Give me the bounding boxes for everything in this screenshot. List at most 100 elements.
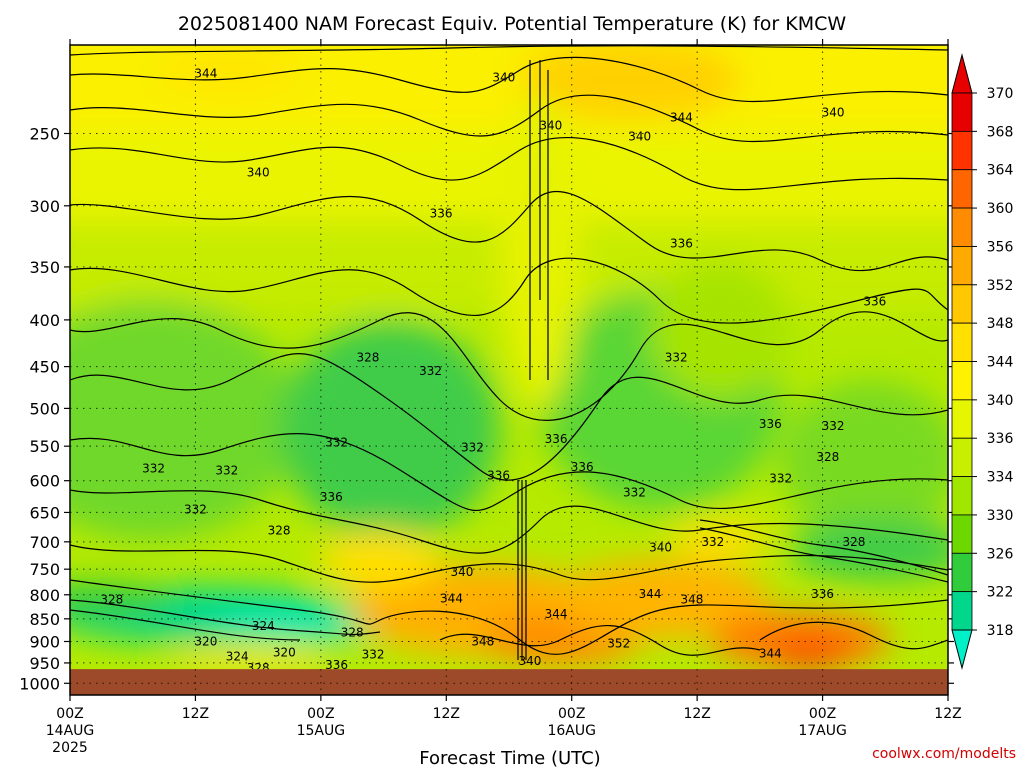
y-tick-label: 350 — [29, 258, 60, 277]
contour-label: 332 — [701, 535, 724, 549]
colorbar-swatch — [951, 552, 973, 593]
contour-lines — [70, 45, 948, 660]
y-tick-label: 550 — [29, 437, 60, 456]
colorbar-swatch — [951, 322, 973, 362]
contour-labels: 344 3403403443403403403363363363283323323… — [100, 67, 886, 675]
x-axis-title: Forecast Time (UTC) — [419, 748, 600, 768]
contour-label: 336 — [545, 432, 568, 446]
contour-label: 344 — [670, 110, 693, 124]
x-tick-label: 00Z — [558, 706, 585, 722]
colorbar-label: 330 — [987, 508, 1014, 524]
y-tick-label: 650 — [29, 503, 60, 522]
colorbar-swatch — [951, 130, 973, 171]
contour-label: 332 — [623, 485, 646, 499]
y-tick-label: 800 — [29, 586, 60, 605]
y-tick-label: 850 — [29, 610, 60, 629]
contour-label: 344 — [440, 592, 463, 606]
colorbar-top-arrow — [951, 53, 973, 94]
contour-label: 328 — [268, 523, 291, 537]
contour-label: 332 — [142, 462, 165, 476]
contour-label: 340 — [518, 654, 541, 668]
contour-label: 344 — [759, 647, 782, 661]
colorbar-swatch — [951, 399, 973, 439]
contour-label: 340 — [822, 105, 845, 119]
contour-label: 332 — [769, 472, 792, 486]
colorbar-swatch — [951, 169, 973, 209]
contour-label: 336 — [863, 295, 886, 309]
colorbar-label: 360 — [987, 201, 1014, 217]
contour-label: 332 — [215, 464, 238, 478]
contour-label: 328 — [816, 450, 839, 464]
contour-label: 332 — [419, 364, 442, 378]
y-tick-label: 400 — [29, 311, 60, 330]
contour-label: 348 — [680, 593, 703, 607]
credit-text: coolwx.com/modelts — [872, 746, 1016, 762]
x-tick-date-label: 15AUG — [297, 723, 346, 739]
x-tick-label: 00Z — [809, 706, 836, 722]
colorbar-label: 334 — [987, 470, 1014, 486]
contour-label: 336 — [325, 658, 348, 672]
contour-label: 344 — [194, 67, 217, 81]
contour-label: 336 — [487, 468, 510, 482]
colorbar-swatch — [951, 591, 973, 631]
contour-label: 332 — [461, 441, 484, 455]
colorbar-label: 352 — [987, 278, 1014, 294]
x-tick-label: 00Z — [307, 706, 334, 722]
colorbar-label: 322 — [987, 585, 1014, 601]
contour-label: 336 — [430, 207, 453, 221]
colorbar-label: 370 — [987, 86, 1014, 102]
contour-label: 320 — [194, 634, 217, 648]
x-tick-date-label: 16AUG — [547, 723, 596, 739]
y-tick-label: 300 — [29, 197, 60, 216]
colorbar-label: 368 — [987, 124, 1014, 140]
contour-label: 336 — [811, 587, 834, 601]
contour-label: 340 — [451, 565, 474, 579]
contour-label: 352 — [607, 637, 630, 651]
contour-label: 344 — [639, 587, 662, 601]
colorbar-bottom-arrow — [951, 629, 973, 670]
plot-frame — [69, 44, 949, 696]
y-tick-label: 950 — [29, 654, 60, 673]
y-tick-label: 450 — [29, 358, 60, 377]
colorbar-swatch — [951, 246, 973, 286]
colorbar-swatch — [951, 514, 973, 554]
colorbar-swatch — [951, 284, 973, 324]
colorbar-swatch — [951, 361, 973, 401]
colorbar-label: 364 — [987, 163, 1014, 179]
contour-label: 332 — [325, 436, 348, 450]
ground-layer — [70, 669, 948, 695]
colorbar-swatch — [951, 476, 973, 516]
contour-label: 336 — [759, 417, 782, 431]
colorbar-label: 348 — [987, 316, 1014, 332]
y-tick-label: 500 — [29, 399, 60, 418]
y-tick-label: 750 — [29, 560, 60, 579]
contour-label: 328 — [842, 535, 865, 549]
contour-label: 340 — [628, 130, 651, 144]
grid-lines — [70, 45, 948, 695]
y-tick-label: 600 — [29, 472, 60, 491]
colorbar-label: 356 — [987, 239, 1014, 255]
contour-label: 340 — [649, 540, 672, 554]
contour-label: 340 — [492, 70, 515, 84]
contour-label: 348 — [471, 634, 494, 648]
contour-label: 344 — [545, 607, 568, 621]
contour-label: 336 — [670, 237, 693, 251]
y-tick-label: 900 — [29, 632, 60, 651]
colorbar-label: 344 — [987, 355, 1014, 371]
chart-title: 2025081400 NAM Forecast Equiv. Potential… — [178, 13, 847, 35]
y-tick-label: 700 — [29, 533, 60, 552]
contour-label: 336 — [571, 460, 594, 474]
x-tick-label: 12Z — [683, 706, 710, 722]
x-tick-year-label: 2025 — [52, 740, 88, 756]
contour-label: 328 — [341, 626, 364, 640]
x-tick-label: 12Z — [433, 706, 460, 722]
y-tick-label: 1000 — [19, 674, 60, 693]
contour-label: 324 — [252, 619, 275, 633]
x-tick-date-label: 14AUG — [46, 723, 95, 739]
colorbar-swatch — [951, 92, 973, 132]
y-tick-label: 250 — [29, 124, 60, 143]
x-tick-date-label: 17AUG — [798, 723, 847, 739]
contour-label: 332 — [822, 419, 845, 433]
